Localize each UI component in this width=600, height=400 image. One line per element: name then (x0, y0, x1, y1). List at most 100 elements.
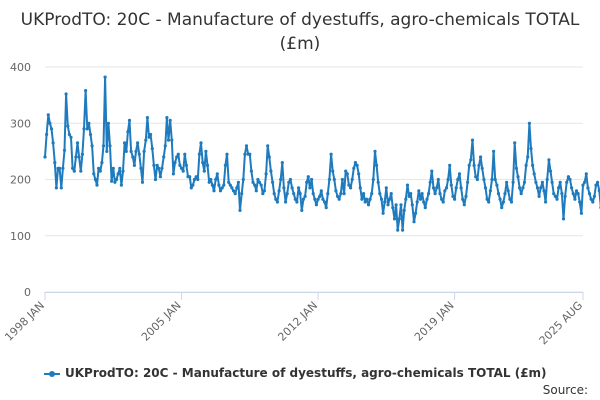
data-point (108, 144, 112, 148)
data-point (282, 186, 286, 190)
data-point (202, 169, 206, 173)
data-point (449, 183, 453, 187)
data-point (531, 163, 535, 167)
data-point (457, 172, 462, 176)
data-point (61, 166, 65, 170)
data-point (93, 177, 97, 182)
data-point (123, 141, 127, 145)
data-point (171, 172, 175, 176)
data-point (287, 180, 291, 184)
data-point (197, 152, 201, 156)
data-point (509, 200, 514, 204)
data-point (558, 180, 562, 184)
data-point (48, 121, 52, 125)
data-point (217, 183, 221, 187)
data-point (490, 177, 494, 182)
data-point (290, 186, 294, 190)
data-point (275, 200, 279, 204)
data-point (352, 166, 356, 170)
data-point (136, 141, 140, 145)
data-point (349, 186, 353, 190)
data-point (160, 166, 164, 170)
data-point (264, 172, 268, 176)
data-point (560, 192, 564, 196)
data-point (339, 192, 343, 196)
data-point (116, 172, 120, 176)
data-point (241, 177, 245, 182)
data-point (313, 197, 317, 201)
data-point (82, 127, 86, 131)
data-point (297, 186, 301, 190)
data-point (207, 180, 211, 184)
data-point (110, 179, 114, 183)
data-point (225, 152, 229, 156)
data-point (414, 211, 418, 215)
data-point (565, 180, 569, 184)
data-point (113, 180, 117, 184)
data-point (342, 192, 346, 196)
data-point (269, 169, 273, 173)
data-point (321, 197, 325, 201)
data-point (508, 197, 512, 201)
data-point (389, 192, 393, 196)
data-point (114, 177, 119, 182)
data-point (485, 197, 489, 201)
data-point (362, 192, 366, 196)
data-point (519, 192, 523, 196)
data-point (103, 75, 107, 79)
data-point (412, 220, 416, 224)
data-point (592, 194, 597, 198)
data-point (368, 197, 372, 201)
data-point (493, 177, 497, 182)
data-point (158, 175, 162, 179)
data-point (310, 177, 314, 182)
data-point (375, 163, 379, 167)
data-point (124, 149, 128, 153)
data-point (175, 155, 179, 159)
data-point (480, 166, 484, 170)
legend[interactable]: UKProdTO: 20C - Manufacture of dyestuffs… (44, 366, 547, 380)
data-point (271, 180, 275, 184)
data-point (235, 186, 239, 190)
data-point (189, 186, 193, 190)
data-point (453, 197, 457, 201)
data-point (591, 200, 595, 204)
data-point (496, 192, 501, 196)
data-point (305, 180, 309, 184)
data-point (256, 177, 260, 182)
data-point (557, 186, 561, 190)
data-point (205, 163, 210, 167)
legend-line-marker-icon (44, 370, 60, 377)
data-point (170, 138, 174, 142)
data-point (163, 144, 167, 148)
data-point (470, 138, 475, 142)
data-point (583, 180, 587, 184)
data-point (69, 135, 73, 139)
data-point (427, 192, 431, 196)
data-point (516, 175, 520, 179)
data-point (257, 180, 262, 184)
data-point (191, 183, 195, 187)
data-point (500, 206, 504, 210)
data-point (542, 189, 546, 193)
data-point (214, 177, 218, 182)
data-point (121, 169, 125, 173)
data-point (179, 166, 184, 170)
data-point (386, 203, 390, 207)
data-point (259, 183, 263, 187)
data-point (71, 166, 75, 170)
data-point (441, 200, 445, 204)
data-point (563, 194, 567, 198)
data-point (326, 192, 330, 196)
x-tick-label: 2019 JAN (412, 299, 457, 344)
data-point (62, 148, 67, 152)
y-tick-label: 0 (24, 286, 31, 299)
data-point (405, 183, 410, 187)
data-point (501, 200, 505, 204)
data-point (586, 186, 590, 190)
data-point (513, 141, 517, 145)
data-point (192, 177, 197, 182)
data-point (284, 200, 288, 204)
data-point (324, 206, 328, 210)
data-point (547, 158, 551, 162)
